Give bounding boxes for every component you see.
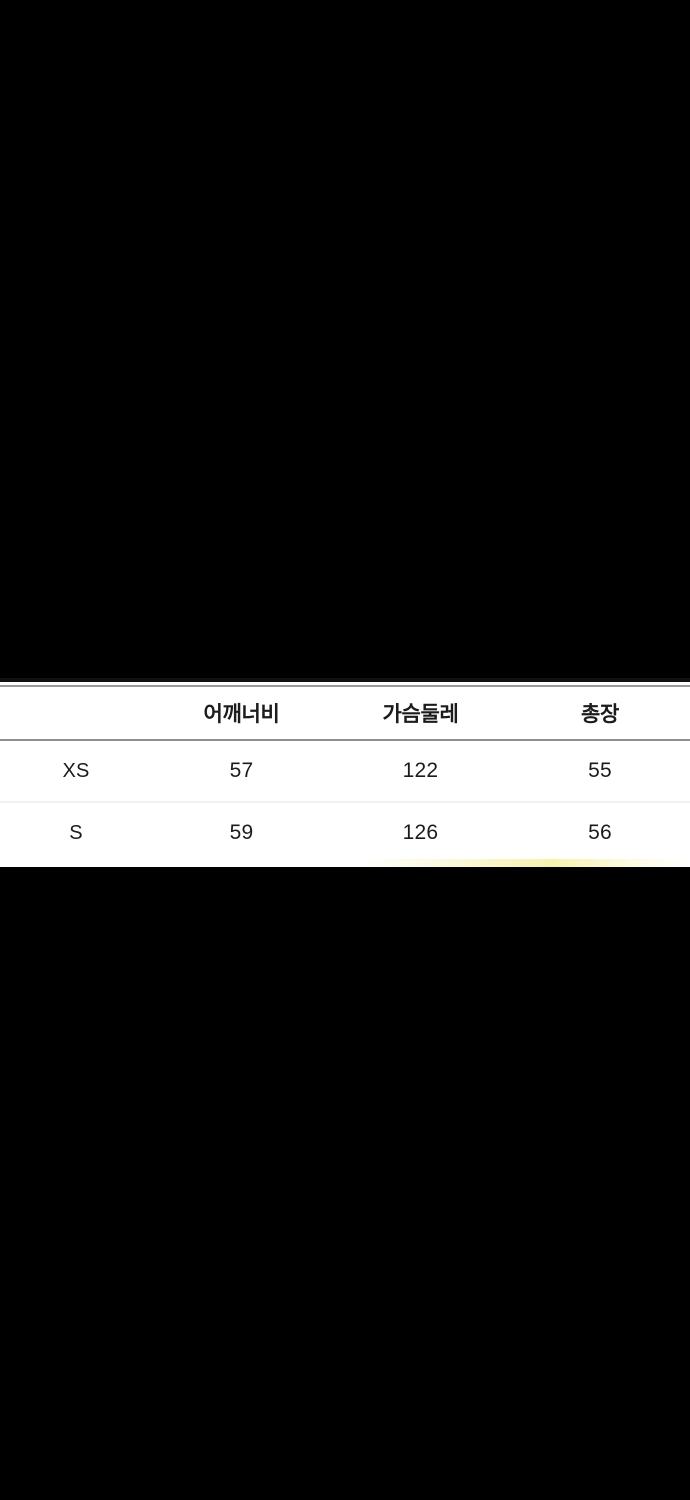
column-header-size	[0, 687, 152, 741]
column-header-chest-circumference: 가슴둘레	[331, 687, 510, 741]
table-top-rule-heavy	[0, 678, 690, 682]
size-chart-table: 어깨너비 가슴둘레 총장 XS 57 122 55 S 59 126 56	[0, 687, 690, 863]
table-header-row: 어깨너비 가슴둘레 총장	[0, 687, 690, 741]
table-top-rule-light	[0, 685, 690, 687]
table-row: S 59 126 56	[0, 801, 690, 863]
cell-s-total-length: 56	[510, 801, 690, 863]
cell-xs-chest-circumference: 122	[402, 759, 439, 782]
cell-size-s: S	[0, 801, 152, 863]
size-chart-band: 어깨너비 가슴둘레 총장 XS 57 122 55 S 59 126 56	[0, 678, 690, 867]
column-header-shoulder-width: 어깨너비	[152, 687, 331, 741]
table-row: XS 57 122 55	[0, 740, 690, 802]
cell-xs-total-length: 55	[588, 759, 612, 782]
size-chart-table-body: XS 57 122 55 S 59 126 56	[0, 740, 690, 863]
bottom-edge-glow	[0, 859, 690, 867]
cell-s-shoulder-width: 59	[152, 801, 331, 863]
cell-size-xs: XS	[62, 759, 90, 782]
column-header-total-length: 총장	[510, 687, 690, 741]
cell-s-chest-circumference: 126	[331, 801, 510, 863]
cell-xs-shoulder-width: 57	[229, 759, 254, 782]
size-chart-table-head: 어깨너비 가슴둘레 총장	[0, 687, 690, 741]
